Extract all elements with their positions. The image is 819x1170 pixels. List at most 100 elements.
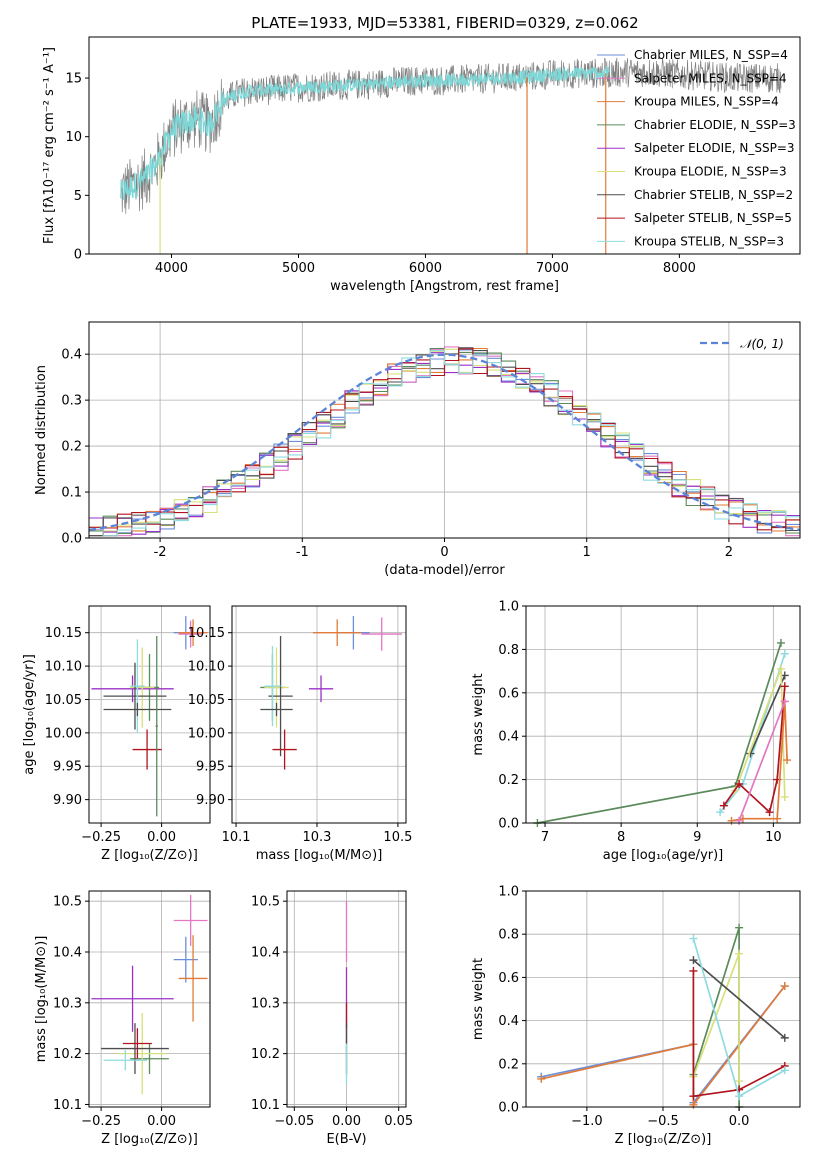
y-tick-label: 10.15 [45,626,82,641]
y-tick-label: 5 [74,189,82,204]
y-tick-label: 9.90 [196,793,225,808]
legend-label: Kroupa ELODIE, N_SSP=3 [634,165,787,179]
mass-weight-point-marker [780,649,789,658]
mass-weight-series-line [537,642,782,824]
mass-weight-point-marker [765,808,774,817]
mass-weight-point-marker [780,1033,789,1042]
x-tick-label: 0.00 [147,1114,176,1129]
y-axis-label: Flux [fλ10⁻¹⁷ erg cm⁻² s⁻¹ A⁻¹] [42,47,57,244]
x-tick-label: 5000 [282,261,315,276]
legend-label: 𝒩(0, 1) [740,337,784,351]
x-axis-label: age [log₁₀(age/yr)] [603,848,724,863]
y-tick-label: 9.95 [196,760,225,775]
mass-weight-point-marker [689,934,698,943]
y-tick-label: 1.0 [498,600,519,615]
y-tick-label: 0.6 [498,971,519,986]
y-axis-label: mass weight [471,958,486,1040]
mass-weight-point-marker [735,1077,744,1086]
x-tick-label: 9 [693,830,701,845]
x-axis-label: E(B-V) [326,1132,366,1147]
legend-label: Chabrier MILES, N_SSP=4 [634,48,788,62]
plot-frame [231,605,407,824]
x-axis-label: wavelength [Angstrom, rest frame] [330,279,559,294]
x-tick-label: −0.05 [274,1114,314,1129]
spectrum-panel: 4000 5000 6000 7000 8000 0 5 10 15 wavelength [An… [42,36,801,294]
y-tick-label: 10.10 [45,660,82,675]
y-tick-label: 10.2 [53,1047,82,1062]
y-tick-label: 0.2 [498,1057,519,1072]
mass-weight-point-marker [780,682,789,691]
y-tick-label: 10.5 [53,895,82,910]
x-tick-label: −0.25 [81,1114,121,1129]
y-tick-label: 0.3 [61,394,82,409]
mass-weight-point-marker [689,966,698,975]
normal-reference-curve [88,353,801,532]
x-tick-label: -1 [296,545,309,560]
mass-weight-point-marker [735,949,744,958]
legend-label: Kroupa MILES, N_SSP=4 [634,95,779,109]
histogram-series-step [89,348,800,537]
y-tick-label: 10.3 [53,996,82,1011]
legend-label: Salpeter ELODIE, N_SSP=3 [634,141,795,155]
y-tick-label: 0.2 [498,773,519,788]
legend-label: Salpeter STELIB, N_SSP=5 [634,211,792,225]
mass-weight-point-marker [783,756,792,765]
y-tick-label: 0.2 [61,440,82,455]
histogram-series-step [89,350,800,537]
mass-weight-point-marker [689,1100,698,1109]
y-tick-label: 0.4 [498,730,519,745]
y-tick-label: 10.10 [188,660,225,675]
mass-weight-point-marker [776,638,785,647]
y-tick-label: 0.0 [61,532,82,547]
y-tick-label: 10.15 [188,626,225,641]
x-axis-label: Z [log₁₀(Z/Z⊙)] [101,848,198,863]
mass-weight-point-marker [780,671,789,680]
x-tick-label: 10.1 [222,830,251,845]
y-axis-label: age [log₁₀(age/yr)] [22,654,37,775]
x-tick-label: -2 [154,545,167,560]
mass-weight-point-marker [780,697,789,706]
y-tick-label: 10.00 [45,726,82,741]
y-tick-label: 0.0 [498,817,519,832]
x-tick-label: 0.00 [147,830,176,845]
mass-weight-point-marker [537,1074,546,1083]
y-tick-label: 10.1 [251,1098,280,1113]
mass-weight-series-line [749,675,786,754]
mass-weight-series-line [692,959,786,1039]
x-tick-label: 8000 [663,261,696,276]
mass-weight-point-marker [689,956,698,965]
residual-histogram-panel: -2 -1 0 1 2 0.0 0.1 0.2 0.3 0.4 (data-model)/error… [34,321,801,578]
mass-weight-series-line [738,701,786,822]
y-tick-label: 9.95 [53,760,82,775]
mass-weight-point-marker [780,1066,789,1075]
mass-weight-point-marker [689,1092,698,1101]
y-tick-label: 0.4 [61,348,82,363]
mass-weight-point-marker [719,801,728,810]
mass-weight-point-marker [780,982,789,991]
y-tick-label: 10.4 [53,945,82,960]
x-tick-label: 0.0 [729,1114,750,1129]
y-tick-label: 0.6 [498,686,519,701]
mass-weight-point-marker [735,779,744,788]
y-tick-label: 10.3 [251,996,280,1011]
y-tick-label: 10.2 [251,1047,280,1062]
x-axis-label: (data-model)/error [384,563,505,578]
age-vs-mass-panel: 10.1 10.3 10.5 9.90 9.95 10.00 10.05 10.10 10.15… [188,605,412,863]
y-tick-label: 0.4 [498,1014,519,1029]
legend-label: Salpeter MILES, N_SSP=4 [634,71,787,85]
x-tick-label: 0.05 [384,1114,413,1129]
plot-frame [88,890,211,1108]
y-tick-label: 10.5 [251,895,280,910]
x-tick-label: 2 [725,545,733,560]
y-tick-label: 10 [65,130,82,145]
y-tick-label: 10.05 [45,693,82,708]
plot-frame [88,605,211,824]
y-tick-label: 10.05 [188,693,225,708]
x-tick-label: 7 [541,830,549,845]
x-tick-label: 6000 [409,261,442,276]
x-axis-label: Z [log₁₀(Z/Z⊙)] [101,1132,198,1147]
y-tick-label: 10.4 [251,945,280,960]
y-axis-label: mass weight [471,673,486,755]
mass-weight-series-line [692,970,786,1098]
observed-spectrum-line [120,57,782,214]
